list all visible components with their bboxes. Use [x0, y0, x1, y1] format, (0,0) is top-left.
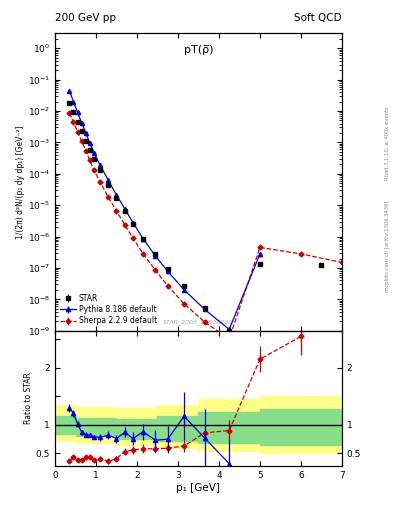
Y-axis label: 1/(2π) d²N/(p₁ dy dp₁) [GeV⁻²]: 1/(2π) d²N/(p₁ dy dp₁) [GeV⁻²]: [16, 125, 25, 239]
Text: 200 GeV pp: 200 GeV pp: [55, 13, 116, 23]
Text: pT(ρ̅): pT(ρ̅): [184, 45, 213, 55]
Text: Rivet 3.1.10, ≥ 400k events: Rivet 3.1.10, ≥ 400k events: [385, 106, 390, 180]
Text: STAR_2006_S6500200: STAR_2006_S6500200: [163, 319, 233, 325]
Y-axis label: Ratio to STAR: Ratio to STAR: [24, 372, 33, 424]
Text: mcplots.cern.ch [arXiv:1306.3436]: mcplots.cern.ch [arXiv:1306.3436]: [385, 200, 390, 291]
X-axis label: p₁ [GeV]: p₁ [GeV]: [176, 482, 220, 493]
Legend: STAR, Pythia 8.186 default, Sherpa 2.2.9 default: STAR, Pythia 8.186 default, Sherpa 2.2.9…: [59, 292, 158, 327]
Text: Soft QCD: Soft QCD: [294, 13, 342, 23]
